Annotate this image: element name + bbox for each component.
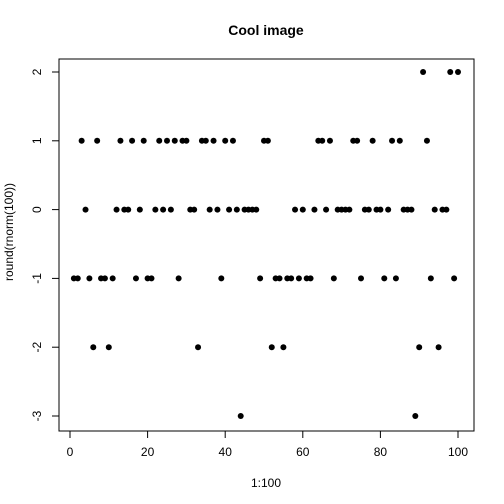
data-point [346, 206, 353, 213]
data-point [276, 275, 283, 282]
data-point [191, 206, 198, 213]
data-point [455, 69, 461, 75]
data-point [206, 206, 213, 213]
y-axis-label: round(rnorm(100)) [2, 183, 16, 281]
data-point [132, 275, 139, 282]
data-point [160, 206, 167, 213]
y-tick-label: 2 [30, 68, 44, 75]
data-point [396, 137, 403, 144]
data-point [389, 137, 396, 144]
data-point [319, 137, 326, 144]
data-point [210, 137, 217, 144]
data-point [408, 206, 415, 213]
data-point [326, 137, 333, 144]
data-point [420, 69, 427, 75]
data-point [264, 137, 271, 144]
data-point [292, 206, 299, 213]
data-point [222, 137, 229, 144]
data-point [381, 275, 388, 282]
data-point [171, 137, 178, 144]
data-point [226, 206, 233, 213]
data-point [148, 275, 155, 282]
data-point [113, 206, 120, 213]
data-point [385, 206, 392, 213]
y-axis: -3 -2 -1 0 1 2 [30, 68, 60, 421]
data-point [253, 206, 260, 213]
data-point [94, 137, 101, 144]
data-point [295, 275, 302, 282]
data-point [268, 344, 275, 351]
data-point [86, 275, 93, 282]
data-point [443, 206, 450, 213]
x-tick-label: 60 [296, 445, 310, 459]
data-point [78, 137, 85, 144]
data-point [307, 275, 314, 282]
x-tick-label: 0 [67, 445, 74, 459]
data-point [416, 344, 423, 351]
data-point [412, 413, 419, 419]
x-axis-label: 1:100 [251, 476, 281, 490]
data-point [109, 275, 116, 282]
chart-title: Cool image [228, 22, 304, 38]
data-point [156, 137, 163, 144]
data-point [237, 413, 244, 419]
y-tick-label: -1 [30, 273, 44, 284]
data-point [195, 344, 202, 351]
data-point [229, 137, 236, 144]
x-tick-label: 80 [374, 445, 388, 459]
data-point [369, 137, 376, 144]
x-axis: 0 20 40 60 80 100 [67, 430, 468, 459]
x-tick-label: 20 [141, 445, 155, 459]
data-point [358, 275, 364, 282]
data-point [323, 206, 330, 213]
data-points [70, 69, 461, 419]
y-tick-label: 0 [30, 206, 44, 213]
data-point [257, 275, 264, 282]
x-tick-label: 40 [219, 445, 233, 459]
data-point [101, 275, 108, 282]
data-point [451, 275, 458, 282]
data-point [152, 206, 159, 213]
data-point [117, 137, 124, 144]
data-point [288, 275, 295, 282]
data-point [74, 275, 81, 282]
data-point [392, 275, 399, 282]
data-point [214, 206, 221, 213]
data-point [136, 206, 143, 213]
data-point [354, 137, 361, 144]
y-tick-label: -2 [30, 342, 44, 353]
data-point [233, 206, 240, 213]
data-point [377, 206, 384, 213]
data-point [167, 206, 174, 213]
data-point [82, 206, 89, 213]
data-point [90, 344, 97, 351]
data-point [427, 275, 434, 282]
data-point [299, 206, 306, 213]
data-point [280, 344, 287, 351]
data-point [129, 137, 136, 144]
x-tick-label: 100 [448, 445, 468, 459]
data-point [423, 137, 430, 144]
data-point [140, 137, 147, 144]
y-tick-label: -3 [30, 410, 44, 421]
data-point [202, 137, 209, 144]
data-point [447, 69, 454, 75]
data-point [175, 275, 182, 282]
data-point [183, 137, 190, 144]
data-point [435, 344, 442, 351]
plot-frame [58, 58, 475, 432]
data-point [330, 275, 337, 282]
data-point [105, 344, 112, 351]
data-point [218, 275, 225, 282]
data-point [365, 206, 372, 213]
data-point [125, 206, 132, 213]
data-point [431, 206, 438, 213]
y-tick-label: 1 [30, 137, 44, 144]
data-point [164, 137, 170, 144]
data-point [311, 206, 318, 213]
